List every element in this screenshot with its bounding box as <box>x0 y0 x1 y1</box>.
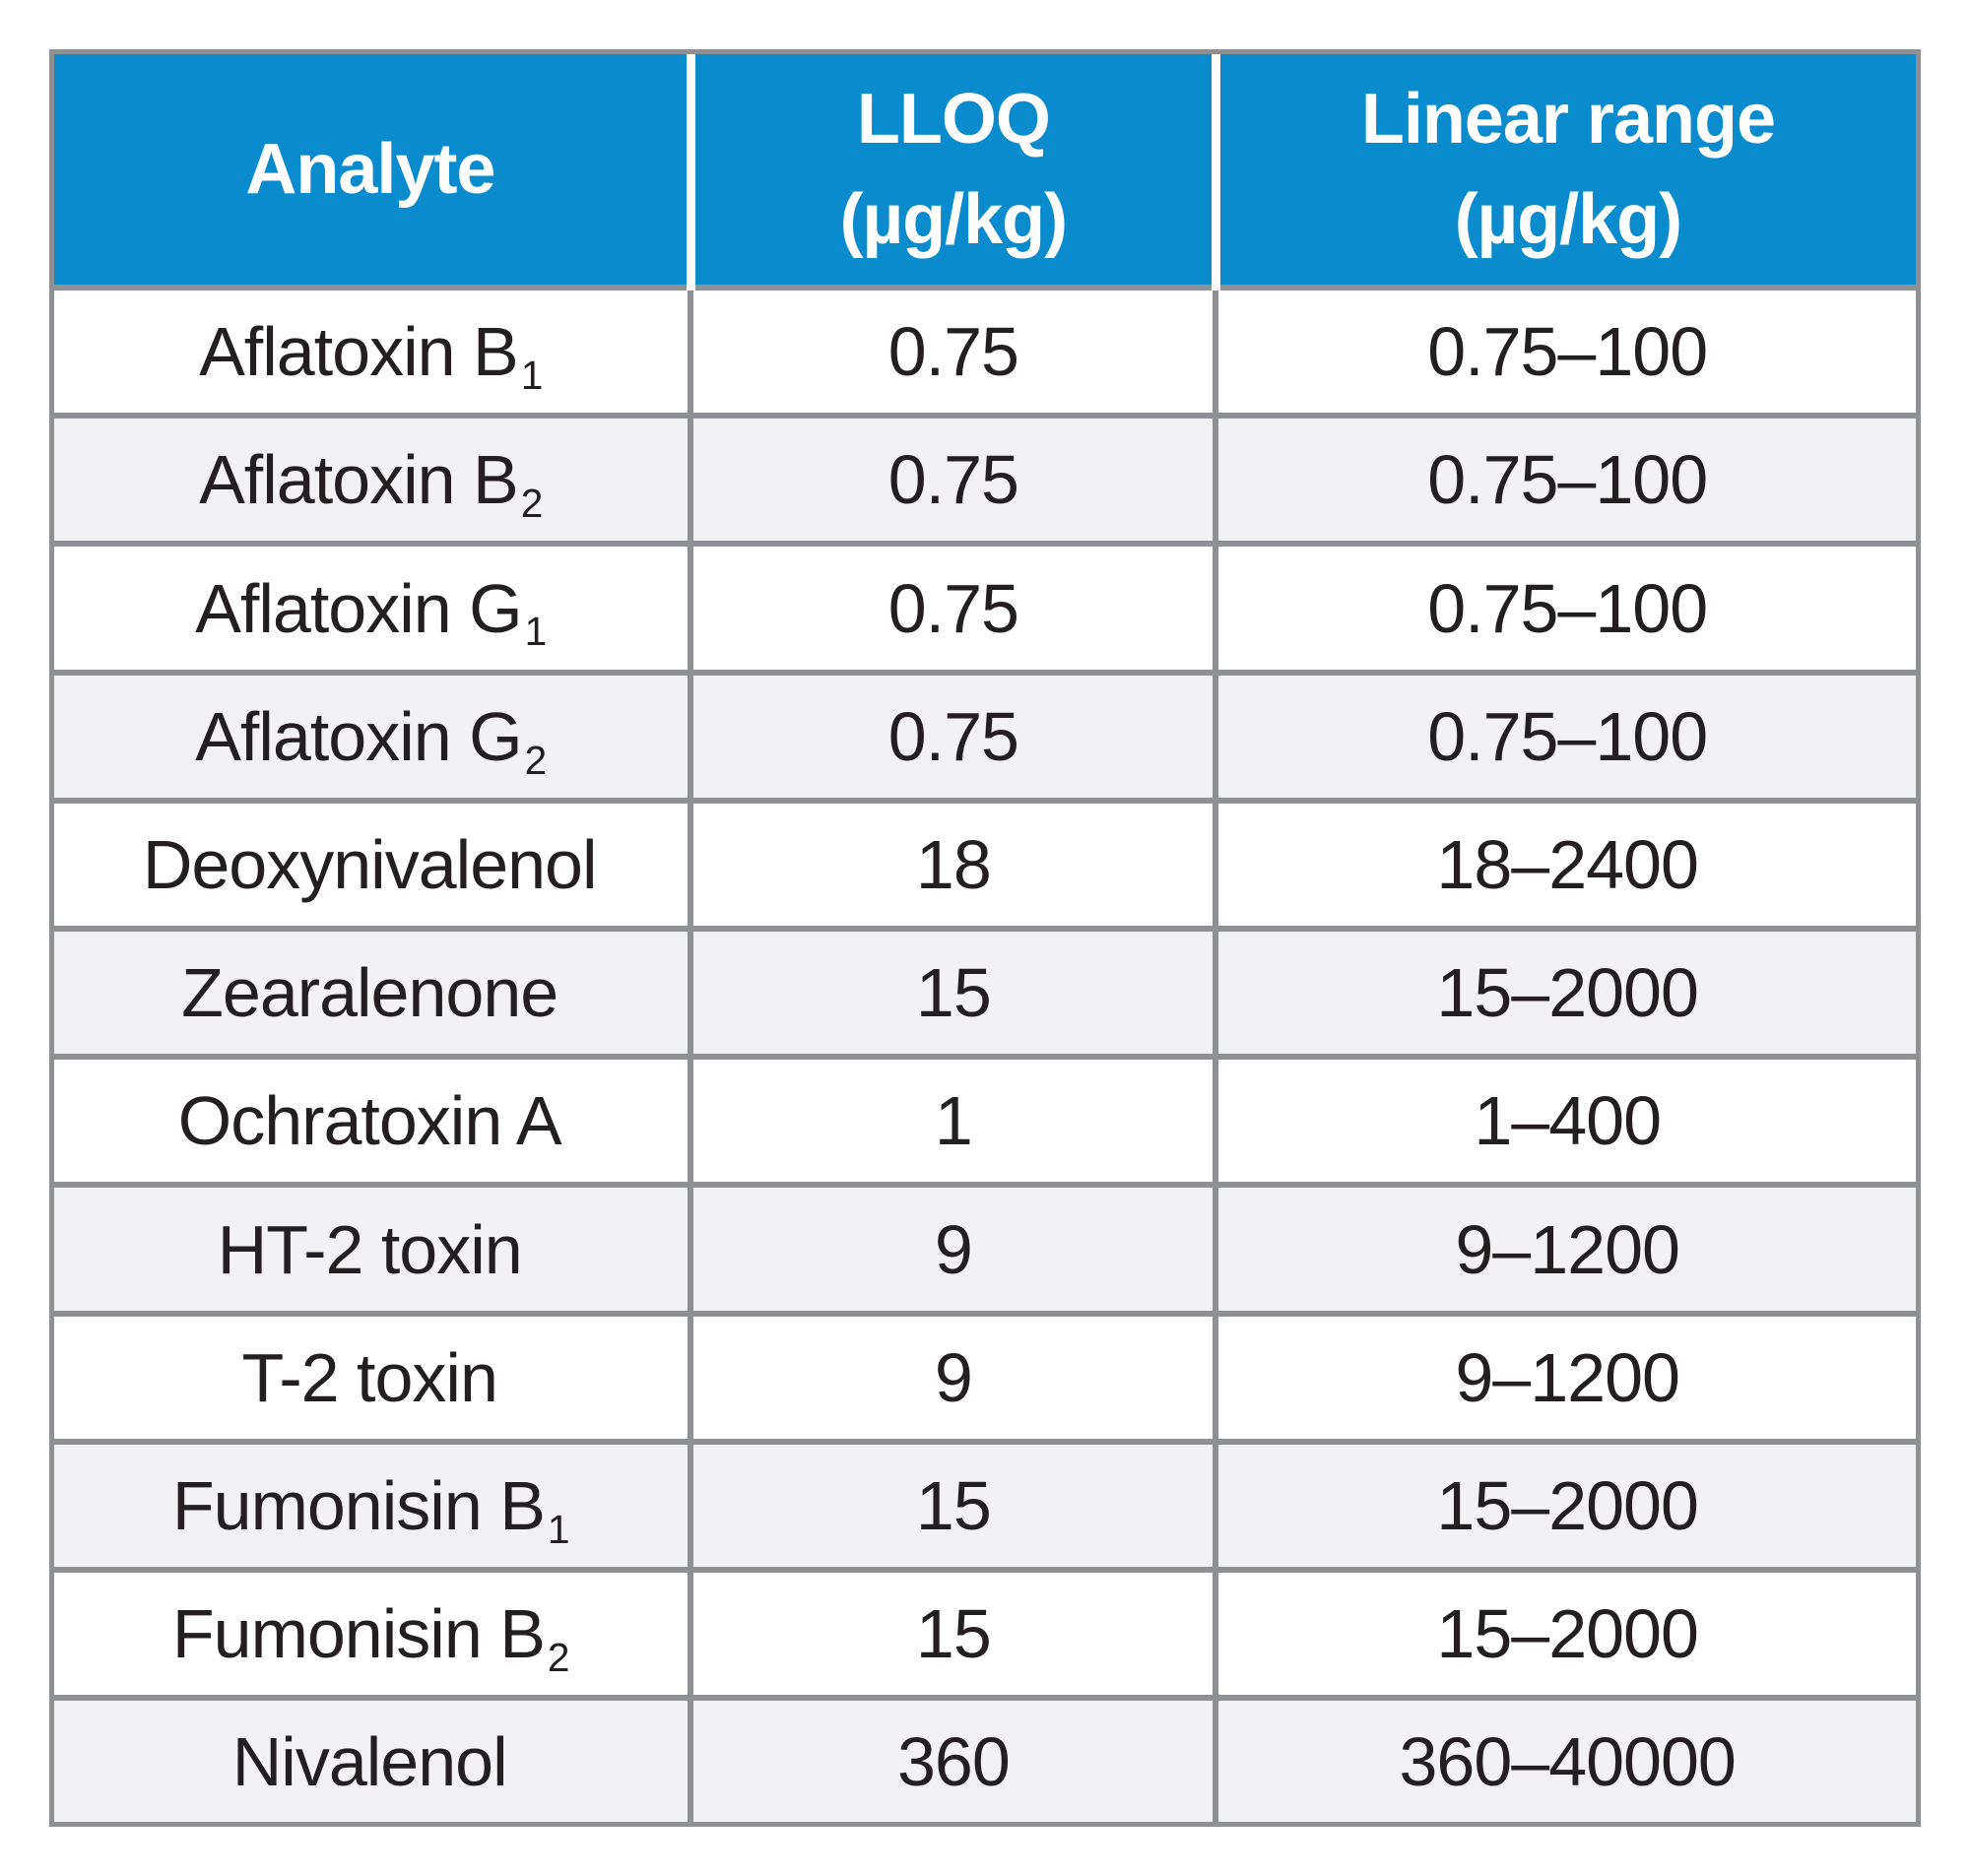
analyte-cell: Ochratoxin A <box>54 1054 694 1189</box>
range-cell: 15–2000 <box>1213 1438 1916 1574</box>
analyte-subscript: 2 <box>524 737 548 783</box>
analyte-name: Ochratoxin A <box>177 1082 562 1160</box>
table-row: Fumonisin B1 15 15–2000 <box>54 1438 1916 1574</box>
header-label: LLOQ <box>856 79 1051 159</box>
col-header-analyte: Analyte <box>54 54 695 288</box>
header-unit: (µg/kg) <box>1454 180 1682 259</box>
analyte-subscript: 1 <box>547 1506 570 1552</box>
analyte-subscript: 2 <box>547 1634 570 1680</box>
table-row: Ochratoxin A 1 1–400 <box>54 1054 1916 1189</box>
lloq-cell: 15 <box>688 1438 1219 1574</box>
range-cell: 0.75–100 <box>1213 413 1916 548</box>
lloq-cell: 0.75 <box>688 284 1219 420</box>
range-cell: 0.75–100 <box>1213 541 1916 676</box>
analyte-subscript: 2 <box>520 481 544 527</box>
analyte-cell: Fumonisin B2 <box>54 1567 694 1702</box>
lloq-cell: 0.75 <box>688 541 1219 676</box>
analyte-table-frame: Analyte LLOQ (µg/kg) Linear range (µg/kg… <box>49 49 1921 1827</box>
range-cell: 9–1200 <box>1213 1182 1916 1317</box>
range-cell: 360–40000 <box>1213 1695 1916 1822</box>
lloq-cell: 0.75 <box>688 669 1219 804</box>
table-row: Nivalenol 360 360–40000 <box>54 1695 1916 1822</box>
analyte-cell: Deoxynivalenol <box>54 797 694 933</box>
analyte-subscript: 1 <box>520 352 544 398</box>
range-cell: 1–400 <box>1213 1054 1916 1189</box>
col-header-lloq: LLOQ (µg/kg) <box>686 54 1220 288</box>
analyte-name: Aflatoxin B <box>199 441 519 519</box>
lloq-cell: 9 <box>688 1182 1219 1317</box>
range-cell: 18–2400 <box>1213 797 1916 933</box>
analyte-cell: HT-2 toxin <box>54 1182 694 1317</box>
lloq-cell: 360 <box>688 1695 1219 1822</box>
analyte-name: Aflatoxin G <box>195 697 522 775</box>
analyte-cell: Aflatoxin G1 <box>54 541 694 676</box>
analyte-cell: Nivalenol <box>54 1695 694 1822</box>
analyte-cell: Fumonisin B1 <box>54 1438 694 1574</box>
analyte-cell: Zearalenone <box>54 926 694 1061</box>
lloq-cell: 18 <box>688 797 1219 933</box>
header-unit: (µg/kg) <box>839 180 1068 259</box>
lloq-cell: 0.75 <box>688 413 1219 548</box>
lloq-cell: 15 <box>688 926 1219 1061</box>
analyte-table: Analyte LLOQ (µg/kg) Linear range (µg/kg… <box>54 54 1916 1822</box>
lloq-cell: 1 <box>688 1054 1219 1189</box>
table-row: Fumonisin B2 15 15–2000 <box>54 1567 1916 1702</box>
analyte-name: Aflatoxin G <box>195 569 522 647</box>
analyte-subscript: 1 <box>524 609 548 655</box>
analyte-name: Fumonisin B <box>171 1466 546 1544</box>
lloq-cell: 9 <box>688 1310 1219 1445</box>
analyte-name: HT-2 toxin <box>217 1210 523 1288</box>
table-row: Aflatoxin G2 0.75 0.75–100 <box>54 669 1916 804</box>
analyte-name: T-2 toxin <box>241 1338 497 1416</box>
analyte-name: Aflatoxin B <box>199 313 519 391</box>
range-cell: 15–2000 <box>1213 1567 1916 1702</box>
header-label: Analyte <box>245 129 495 209</box>
range-cell: 15–2000 <box>1213 926 1916 1061</box>
table-row: Aflatoxin B2 0.75 0.75–100 <box>54 413 1916 548</box>
analyte-cell: T-2 toxin <box>54 1310 694 1445</box>
range-cell: 0.75–100 <box>1213 669 1916 804</box>
range-cell: 0.75–100 <box>1213 284 1916 420</box>
table-row: Aflatoxin B1 0.75 0.75–100 <box>54 284 1916 420</box>
analyte-name: Nivalenol <box>231 1722 508 1800</box>
header-label: Linear range <box>1360 79 1776 159</box>
analyte-name: Fumonisin B <box>171 1595 546 1673</box>
table-row: T-2 toxin 9 9–1200 <box>54 1310 1916 1445</box>
table-row: Zearalenone 15 15–2000 <box>54 926 1916 1061</box>
analyte-name: Zearalenone <box>181 954 558 1032</box>
analyte-cell: Aflatoxin B1 <box>54 284 694 420</box>
table-row: Aflatoxin G1 0.75 0.75–100 <box>54 541 1916 676</box>
table-row: Deoxynivalenol 18 18–2400 <box>54 797 1916 933</box>
analyte-cell: Aflatoxin B2 <box>54 413 694 548</box>
table-row: HT-2 toxin 9 9–1200 <box>54 1182 1916 1317</box>
col-header-linear-range: Linear range (µg/kg) <box>1211 54 1916 288</box>
analyte-name: Deoxynivalenol <box>142 825 598 903</box>
range-cell: 9–1200 <box>1213 1310 1916 1445</box>
analyte-cell: Aflatoxin G2 <box>54 669 694 804</box>
lloq-cell: 15 <box>688 1567 1219 1702</box>
header-row: Analyte LLOQ (µg/kg) Linear range (µg/kg… <box>54 54 1916 288</box>
